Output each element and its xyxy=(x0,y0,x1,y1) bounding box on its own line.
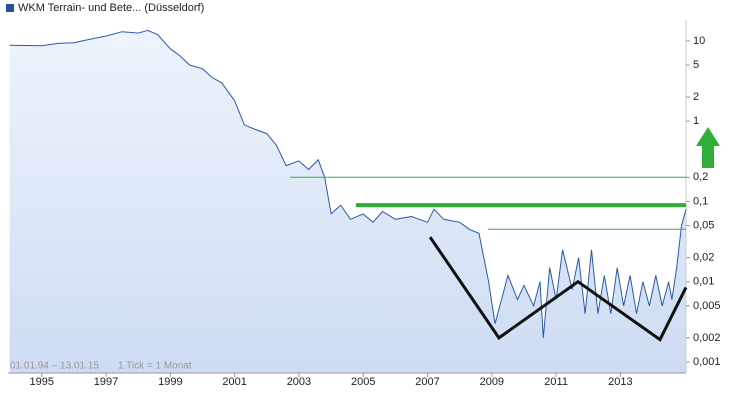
w-pattern xyxy=(428,236,688,342)
legend-label: WKM Terrain- und Bete... (Düsseldorf) xyxy=(18,2,204,14)
price-line xyxy=(9,29,687,338)
legend-swatch xyxy=(6,4,14,12)
y-tick-label: 0,001 xyxy=(693,356,721,368)
x-tick-label: 2001 xyxy=(222,376,246,388)
y-tick-label: 0,2 xyxy=(693,171,708,183)
y-tick-label: 0,02 xyxy=(693,251,714,263)
y-tick-label: 0,005 xyxy=(693,300,721,312)
x-tick-label: 2007 xyxy=(415,376,439,388)
range-note: 01.01.94 – 13.01.15 xyxy=(10,361,99,372)
y-tick-label: 2 xyxy=(693,91,699,103)
y-tick-label: 0,1 xyxy=(693,195,708,207)
x-tick-label: 2011 xyxy=(544,376,568,388)
y-tick-label: 10 xyxy=(693,35,705,47)
y-tick-label: 1 xyxy=(693,115,699,127)
x-tick-label: 2013 xyxy=(608,376,632,388)
y-tick-label: 0,01 xyxy=(693,276,714,288)
area xyxy=(9,30,687,374)
x-tick-label: 1995 xyxy=(30,376,54,388)
tick-note: 1 Tick = 1 Monat xyxy=(118,361,192,372)
x-tick-label: 2009 xyxy=(480,376,504,388)
x-tick-label: 2003 xyxy=(287,376,311,388)
y-tick-label: 5 xyxy=(693,59,699,71)
y-tick-label: 0,002 xyxy=(693,332,721,344)
x-tick-label: 2005 xyxy=(351,376,375,388)
y-tick-label: 0,05 xyxy=(693,220,714,232)
x-tick-label: 1999 xyxy=(158,376,182,388)
up-arrow xyxy=(696,127,720,168)
x-tick-label: 1997 xyxy=(94,376,118,388)
